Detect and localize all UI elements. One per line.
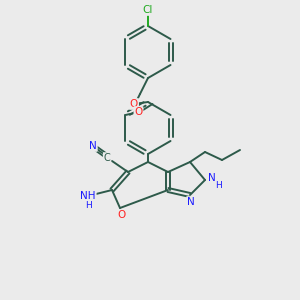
Text: H: H: [214, 181, 221, 190]
Text: N: N: [89, 141, 97, 151]
Text: O: O: [130, 99, 138, 109]
Text: H: H: [85, 200, 92, 209]
Text: O: O: [134, 107, 142, 117]
Text: N: N: [208, 173, 216, 183]
Text: NH: NH: [80, 191, 96, 201]
Text: N: N: [187, 197, 195, 207]
Text: Cl: Cl: [143, 5, 153, 15]
Text: C: C: [103, 153, 110, 163]
Text: O: O: [117, 210, 125, 220]
